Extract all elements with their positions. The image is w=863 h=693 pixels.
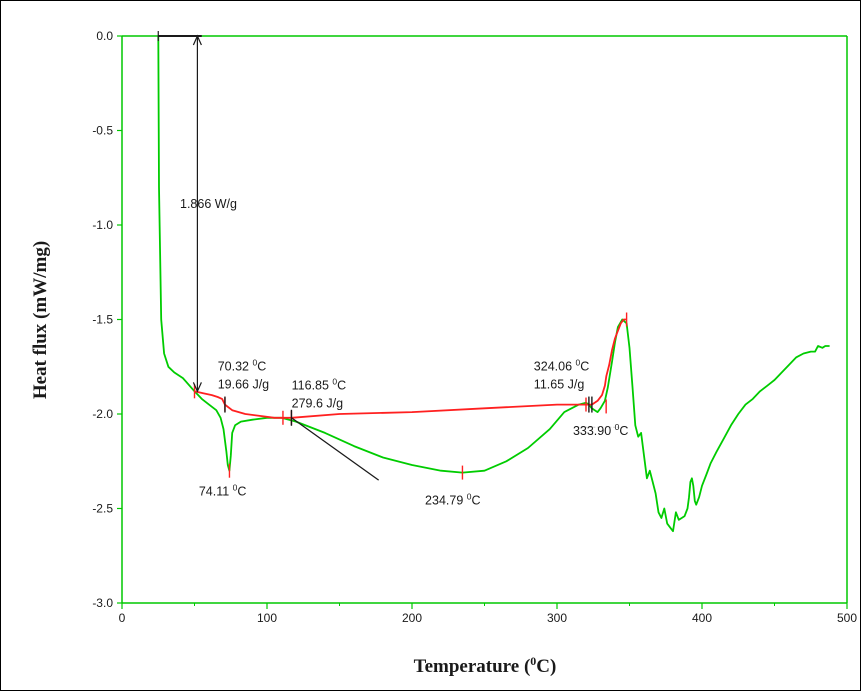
annotation-peak1: 70.32 0C <box>218 358 267 374</box>
annotation-peak3-min: 333.90 0C <box>573 422 628 438</box>
y-tick-label: 0.0 <box>96 29 113 43</box>
measure-label: 1.866 W/g <box>180 197 237 211</box>
plot-axes <box>121 35 848 604</box>
x-tick-label: 500 <box>837 611 857 625</box>
y-axis-title: Heat flux (mW/mg) <box>30 241 51 399</box>
measure-arrow-head-top <box>192 34 202 46</box>
x-tick-label: 100 <box>257 611 277 625</box>
x-tick-label: 400 <box>692 611 712 625</box>
baseline-line <box>194 390 592 419</box>
x-tick-label: 200 <box>402 611 422 625</box>
y-tick-label: -1.0 <box>92 218 113 232</box>
annotation-peak2: 279.6 J/g <box>292 396 343 410</box>
tangent-line <box>291 417 380 481</box>
label-layer: 1.866 W/g 70.32 0C 19.66 J/g 74.11 0C 116.85… <box>180 197 628 508</box>
annotation-peak3: 324.06 0C <box>534 358 589 374</box>
axis-ticks: 0 100 200 300 400 500 0.0 -0.5 -1.0 -1.5 -2.0 -2.5 -… <box>92 29 857 625</box>
annotation-peak2: 116.85 0C <box>292 376 347 392</box>
y-tick-label: -0.5 <box>92 124 113 138</box>
annotation-peak1-min: 74.11 0C <box>199 482 247 498</box>
y-tick-label: -1.5 <box>92 313 113 327</box>
annotation-peak3: 11.65 J/g <box>534 378 585 392</box>
y-tick-label: -3.0 <box>92 596 113 610</box>
measure-arrow-head-bottom <box>192 382 202 393</box>
x-tick-label: 0 <box>119 611 126 625</box>
x-axis-title: Temperature (0C) <box>414 654 557 677</box>
baseline-line <box>591 318 627 406</box>
y-tick-label: -2.5 <box>92 502 113 516</box>
measured-heat-flux-line <box>157 35 830 533</box>
y-tick-label: -2.0 <box>92 407 113 421</box>
annotation-peak2-min: 234.79 0C <box>425 492 480 508</box>
x-tick-label: 300 <box>547 611 567 625</box>
overlay-layer <box>157 31 628 481</box>
annotation-peak1: 19.66 J/g <box>218 378 269 392</box>
series-layer <box>157 35 830 533</box>
